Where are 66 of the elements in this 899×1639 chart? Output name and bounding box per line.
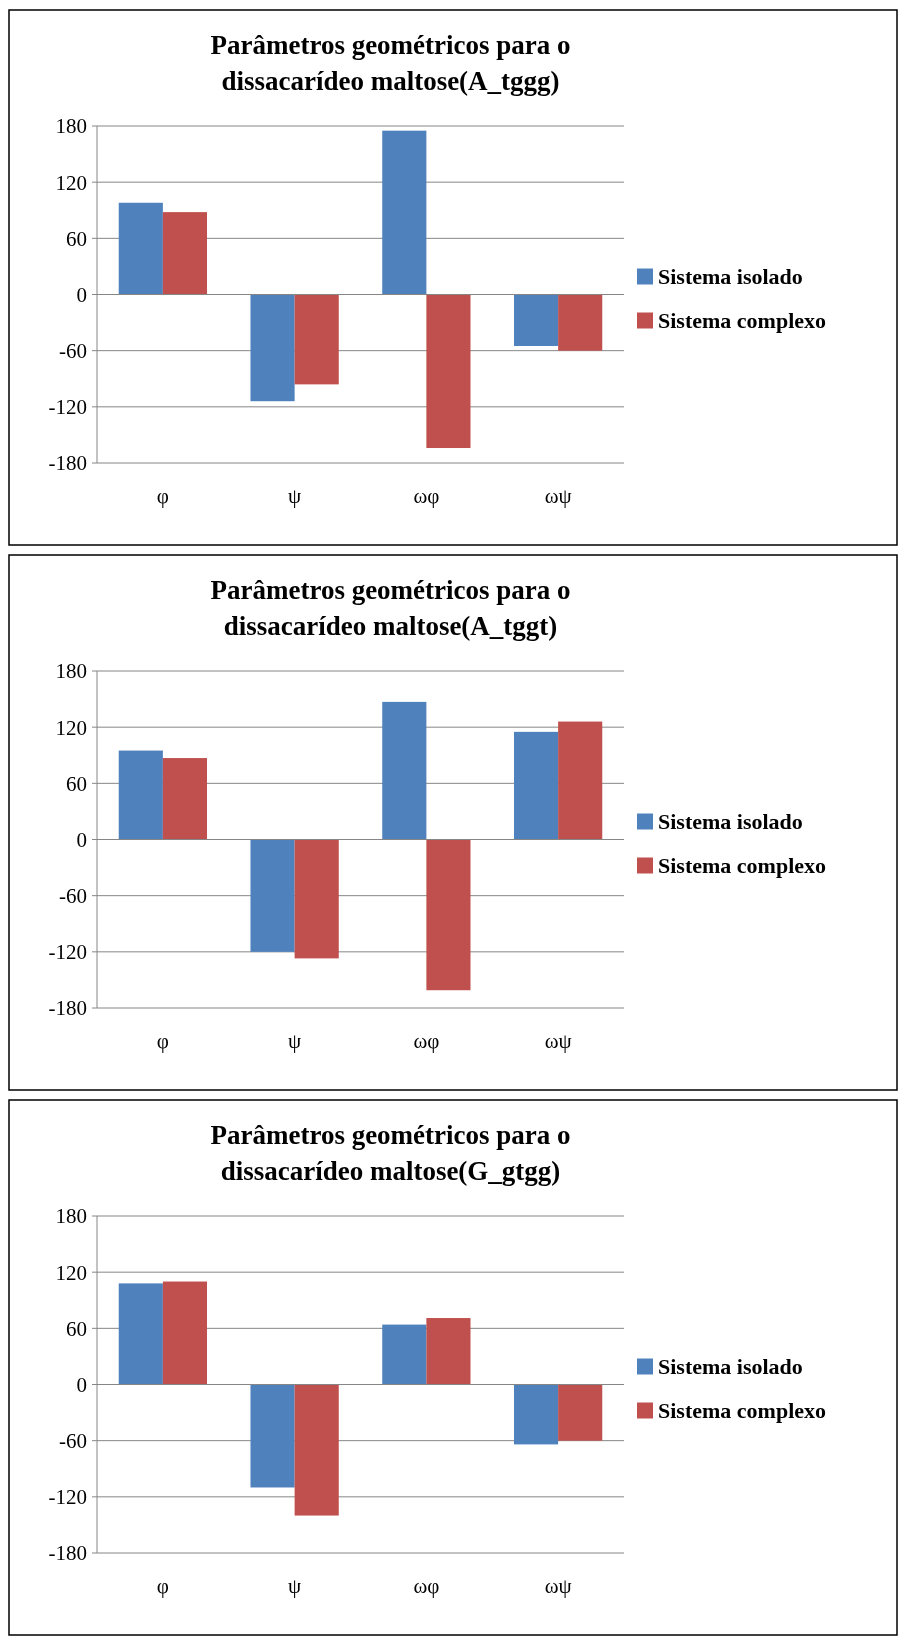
y-tick-label: 0 [76,282,87,307]
y-tick-label: -180 [48,451,87,476]
y-tick-label: -180 [48,1541,87,1566]
bar [558,294,603,351]
y-tick-label: 120 [55,170,87,195]
x-tick-label: ωφ [413,1029,440,1053]
legend-label: Sistema complexo [658,1398,827,1424]
x-tick-label: φ [156,1574,169,1598]
bar [426,1318,471,1385]
bar [382,130,427,295]
y-tick-label: 60 [66,771,87,796]
bar [294,1384,339,1516]
y-tick-label: 180 [55,114,87,139]
y-tick-label: -60 [59,884,87,909]
bar [250,1384,295,1488]
bar [513,731,559,840]
y-tick-label: 180 [55,1204,87,1229]
x-tick-label: φ [156,1029,169,1053]
bar [162,758,208,840]
bar [558,721,603,840]
chart-title: Parâmetros geométricos para o dissacarídeo maltose(G_gtgg) [210,1120,571,1186]
bar [426,839,471,991]
y-tick-label: 180 [55,659,87,684]
bar [426,294,471,449]
legend-label: Sistema isolado [658,264,803,290]
y-tick-label: 0 [76,1372,87,1397]
bar [162,1281,208,1385]
legend-label: Sistema isolado [658,809,803,835]
y-tick-label: -120 [48,940,87,965]
bar [382,701,427,840]
legend-label: Sistema isolado [658,1354,803,1380]
bar [382,1324,427,1385]
y-tick-label: -180 [48,996,87,1021]
legend-label: Sistema complexo [658,308,827,334]
bar [162,212,208,295]
bar [513,294,559,346]
x-tick-label: ψ [288,1574,302,1598]
y-tick-label: 60 [66,226,87,251]
x-tick-label: ωψ [544,1029,572,1053]
x-tick-label: φ [156,484,169,508]
y-tick-label: 120 [55,715,87,740]
x-tick-label: ψ [288,484,302,508]
y-tick-label: -60 [59,1429,87,1454]
bar [513,1384,559,1445]
bar [250,294,295,402]
x-tick-label: ωφ [413,1574,440,1598]
bar [118,202,163,295]
y-tick-label: -120 [48,1485,87,1510]
bar [294,294,339,385]
chart-title: Parâmetros geométricos para o dissacarídeo maltose(A_tggg) [210,30,571,96]
legend-label: Sistema complexo [658,853,827,879]
bar [250,839,295,952]
x-tick-label: ωφ [413,484,440,508]
x-tick-label: ωψ [544,484,572,508]
y-tick-label: 120 [55,1260,87,1285]
x-tick-label: ψ [288,1029,302,1053]
bar [294,839,339,959]
y-tick-label: -120 [48,395,87,420]
y-tick-label: 0 [76,827,87,852]
y-tick-label: 60 [66,1316,87,1341]
chart-title: Parâmetros geométricos para o dissacarídeo maltose(A_tggt) [210,575,571,641]
bar [118,750,163,840]
bar [118,1283,163,1385]
x-tick-label: ωψ [544,1574,572,1598]
bar [558,1384,603,1441]
y-tick-label: -60 [59,339,87,364]
